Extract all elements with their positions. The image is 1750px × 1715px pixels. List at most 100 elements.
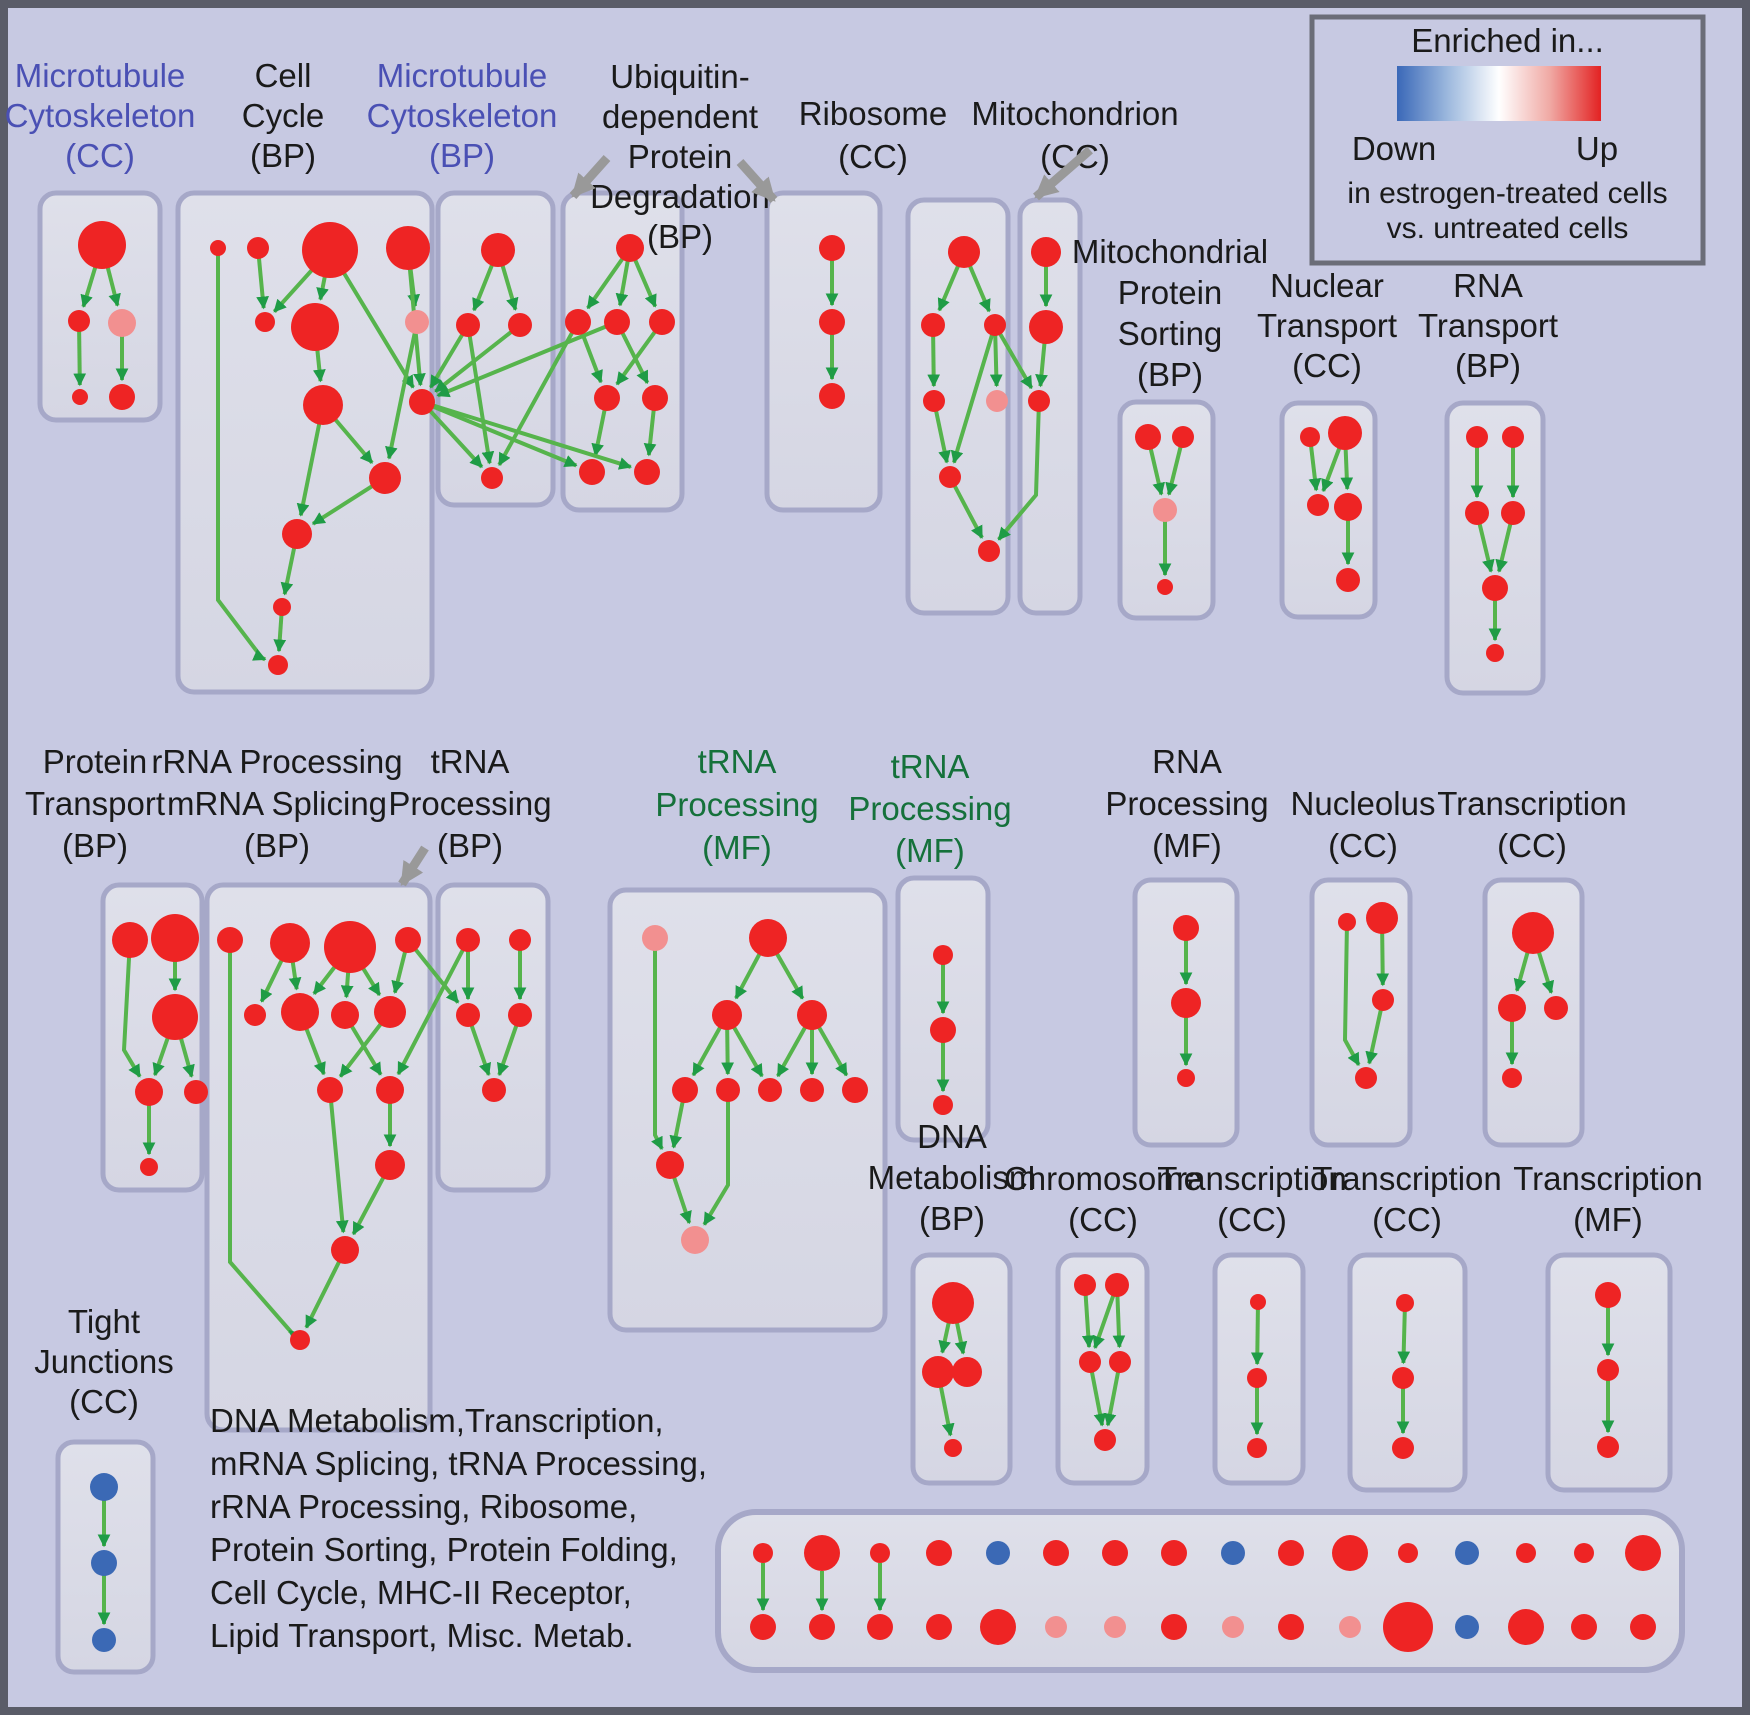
misc-node-top-10: [1332, 1535, 1368, 1571]
node-chromosome-cc-1: [1105, 1273, 1129, 1297]
misc-node-bottom-8: [1222, 1616, 1244, 1638]
node-transcription-cc-row2-2: [1544, 996, 1568, 1020]
node-rna-processing-mf-2: [1177, 1069, 1195, 1087]
node-trna-processing-bp-2: [456, 1003, 480, 1027]
cluster-label-mitochondrion-cc-line0: Mitochondrion: [971, 95, 1178, 132]
cluster-label-ubiquitin-degradation-a-line0: Ubiquitin-: [610, 58, 749, 95]
cluster-label-mitochondrial-protein-sorting-bp-line1: Protein: [1118, 274, 1223, 311]
edge-trna-processing-mf-large-10: [651, 938, 664, 1151]
misc-text-line-4: Cell Cycle, MHC-II Receptor,: [210, 1574, 632, 1611]
node-cell-cycle-bp-1: [247, 237, 269, 259]
edge-rrna-processing-mrna-splicing-bp-12: [304, 1249, 347, 1329]
nodes: [68, 221, 1661, 1652]
node-ubiquitin-degradation-a-7: [634, 459, 660, 485]
node-ubiquitin-degradation-a-2: [604, 309, 630, 335]
cross-edge-1: [434, 323, 522, 394]
legend-title: Enriched in...: [1411, 22, 1604, 59]
cross-edge-9: [997, 400, 1041, 541]
misc-node-bottom-5: [1045, 1616, 1067, 1638]
node-nuclear-transport-cc-1: [1328, 416, 1362, 450]
node-rna-transport-bp-3: [1501, 501, 1525, 525]
node-trna-processing-mf-small-1: [930, 1017, 956, 1043]
cluster-box-trna-processing-bp: [435, 882, 551, 1193]
misc-node-top-7: [1161, 1540, 1187, 1566]
cluster-label-mitochondrial-protein-sorting-bp-line0: Mitochondrial: [1072, 233, 1268, 270]
cluster-label-tight-junctions-cc-line0: Tight: [68, 1303, 140, 1340]
node-mt-cytoskeleton-cc-4: [109, 384, 135, 410]
node-cell-cycle-bp-8: [369, 462, 401, 494]
node-dna-metabolism-bp-2: [952, 1357, 982, 1387]
node-protein-transport-bp-0: [112, 922, 148, 958]
edge-cell-cycle-bp-7: [385, 321, 419, 460]
edge-trna-processing-mf-large-11: [702, 1090, 730, 1226]
node-cell-cycle-bp-0: [210, 240, 226, 256]
misc-node-top-13: [1516, 1543, 1536, 1563]
node-dna-metabolism-bp-1: [922, 1356, 954, 1388]
node-dna-metabolism-bp-3: [944, 1439, 962, 1457]
cluster-box-ubiquitin-degradation-b: [764, 190, 883, 513]
cluster-label-trna-processing-bp-line1: Processing: [388, 785, 551, 822]
node-rrna-processing-mrna-splicing-bp-1: [270, 923, 310, 963]
node-trna-processing-mf-large-7: [800, 1078, 824, 1102]
legend-gradient-bar: [1397, 66, 1601, 121]
cluster-box-nucleolus-cc: [1309, 877, 1413, 1148]
cluster-label-tight-junctions-cc-line1: Junctions: [34, 1343, 173, 1380]
node-transcription-mf-1: [1597, 1359, 1619, 1381]
cluster-label-mitochondrial-protein-sorting-bp-line3: (BP): [1137, 356, 1203, 393]
node-ubiquitin-degradation-a-1: [565, 309, 591, 335]
misc-node-top-5: [1043, 1540, 1069, 1566]
cluster-label-mt-cytoskeleton-cc-line0: Microtubule: [15, 57, 186, 94]
cluster-label-rna-transport-bp-line0: RNA: [1453, 267, 1523, 304]
cross-edge-5: [421, 400, 632, 470]
node-rrna-processing-mrna-splicing-bp-7: [374, 996, 406, 1028]
node-trna-processing-mf-large-5: [716, 1078, 740, 1102]
node-cell-cycle-bp-6: [405, 310, 429, 334]
misc-node-bottom-11: [1383, 1602, 1433, 1652]
node-trna-processing-mf-small-2: [933, 1095, 953, 1115]
node-ubiquitin-degradation-a-5: [642, 385, 668, 411]
misc-node-top-14: [1574, 1543, 1594, 1563]
node-trna-processing-mf-large-1: [749, 919, 787, 957]
cluster-label-mitochondrial-protein-sorting-bp-line2: Sorting: [1118, 315, 1223, 352]
cluster-label-dna-metabolism-bp-line1: Metabolism: [868, 1159, 1037, 1196]
node-transcription-cc-row2-0: [1512, 912, 1554, 954]
node-ribosome-cc-4: [986, 390, 1008, 412]
node-transcription-cc-row3a-2: [1247, 1438, 1267, 1458]
node-rna-transport-bp-0: [1466, 426, 1488, 448]
cluster-label-rrna-processing-mrna-splicing-bp-line0: rRNA Processing: [151, 743, 402, 780]
node-ubiquitin-degradation-a-0: [616, 234, 644, 262]
cluster-box-trna-processing-mf-large: [607, 887, 888, 1333]
cluster-label-transcription-cc-row3a-line0: Transcription: [1157, 1160, 1347, 1197]
node-transcription-cc-row2-3: [1502, 1068, 1522, 1088]
node-ubiquitin-degradation-b-1: [819, 309, 845, 335]
cluster-box-cell-cycle-bp: [175, 190, 435, 695]
cluster-label-mt-cytoskeleton-bp-line1: Cytoskeleton: [367, 97, 558, 134]
cluster-label-rna-transport-bp-line2: (BP): [1455, 347, 1521, 384]
cluster-label-rrna-processing-mrna-splicing-bp-line2: (BP): [244, 827, 310, 864]
cluster-label-rna-processing-mf-line2: (MF): [1152, 827, 1222, 864]
node-cell-cycle-bp-10: [273, 598, 291, 616]
cluster-label-protein-transport-bp-line0: Protein: [43, 743, 148, 780]
node-cell-cycle-bp-2: [302, 222, 358, 278]
node-chromosome-cc-3: [1109, 1351, 1131, 1373]
misc-cluster-box: [715, 1509, 1685, 1673]
node-rrna-processing-mrna-splicing-bp-9: [376, 1076, 404, 1104]
cluster-label-transcription-cc-row3a-line1: (CC): [1217, 1201, 1287, 1238]
legend-caption-line1: in estrogen-treated cells: [1347, 177, 1667, 210]
cluster-box-rna-transport-bp: [1444, 400, 1546, 696]
node-mt-cytoskeleton-bp-0: [481, 233, 515, 267]
node-rrna-processing-mrna-splicing-bp-0: [217, 927, 243, 953]
node-chromosome-cc-4: [1094, 1429, 1116, 1451]
cluster-label-nucleolus-cc-line1: (CC): [1328, 827, 1398, 864]
node-ubiquitin-degradation-a-4: [594, 385, 620, 411]
node-protein-transport-bp-1: [151, 914, 199, 962]
cluster-label-ribosome-cc-line0: Ribosome: [799, 95, 948, 132]
node-cell-cycle-bp-4: [255, 312, 275, 332]
node-nucleolus-cc-1: [1366, 902, 1398, 934]
node-mt-cytoskeleton-cc-0: [78, 221, 126, 269]
cluster-label-mitochondrion-cc-line1: (CC): [1040, 138, 1110, 175]
misc-node-bottom-1: [809, 1614, 835, 1640]
cluster-label-trna-processing-bp-line2: (BP): [437, 827, 503, 864]
node-mitochondrial-protein-sorting-bp-2: [1153, 498, 1177, 522]
misc-node-bottom-7: [1161, 1614, 1187, 1640]
